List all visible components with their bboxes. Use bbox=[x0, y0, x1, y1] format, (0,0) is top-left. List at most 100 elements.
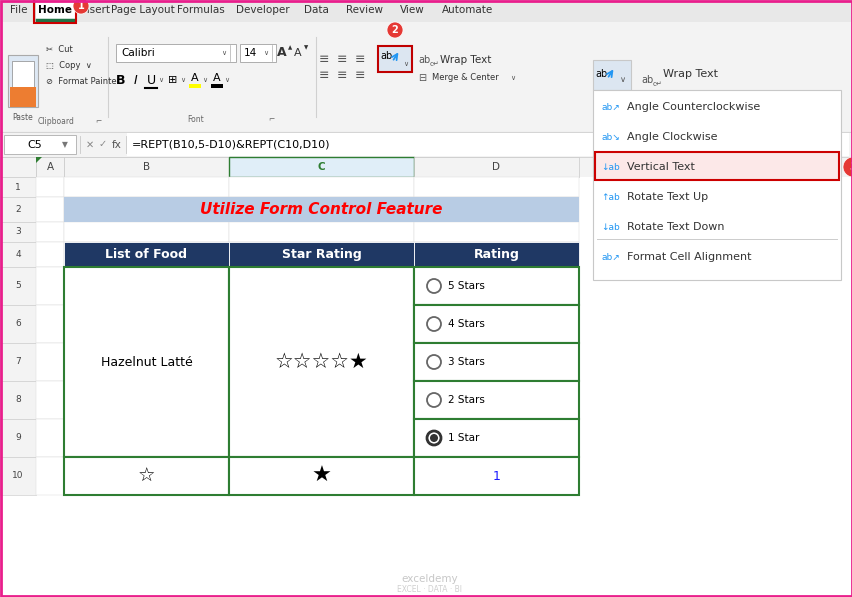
Text: ✂  Cut: ✂ Cut bbox=[46, 45, 72, 54]
Text: 1 Star: 1 Star bbox=[447, 433, 479, 443]
Bar bbox=[413, 242, 579, 267]
Text: Home: Home bbox=[38, 5, 72, 15]
Text: ∨: ∨ bbox=[224, 77, 229, 83]
Text: ≡: ≡ bbox=[354, 69, 365, 82]
Bar bbox=[0, 157, 36, 177]
Circle shape bbox=[73, 0, 89, 14]
Text: ∨: ∨ bbox=[509, 75, 515, 81]
Bar bbox=[64, 305, 228, 343]
Text: ∨: ∨ bbox=[202, 77, 207, 83]
Bar bbox=[0, 419, 36, 457]
Text: D: D bbox=[492, 162, 500, 172]
Text: Developer: Developer bbox=[236, 5, 290, 15]
Bar bbox=[413, 177, 579, 197]
Text: Clipboard: Clipboard bbox=[38, 118, 75, 127]
Text: ∨: ∨ bbox=[181, 77, 186, 83]
Text: Utilize Form Control Feature: Utilize Form Control Feature bbox=[200, 202, 442, 217]
Text: Vertical Text: Vertical Text bbox=[626, 162, 694, 172]
Text: C: C bbox=[317, 162, 325, 172]
Text: ▼: ▼ bbox=[62, 140, 68, 149]
Text: 3: 3 bbox=[15, 227, 20, 236]
Text: 8: 8 bbox=[15, 395, 20, 405]
Text: Angle Clockwise: Angle Clockwise bbox=[626, 132, 717, 142]
Text: ⊟: ⊟ bbox=[417, 73, 426, 83]
Text: A: A bbox=[213, 73, 221, 83]
Bar bbox=[228, 222, 413, 242]
Text: 2: 2 bbox=[15, 205, 20, 214]
Bar bbox=[0, 267, 36, 305]
Bar bbox=[228, 157, 413, 177]
Text: Rating: Rating bbox=[473, 248, 519, 261]
Bar bbox=[0, 343, 36, 381]
Bar bbox=[0, 242, 36, 267]
Bar bbox=[0, 305, 36, 343]
Text: Format Cell Alignment: Format Cell Alignment bbox=[626, 252, 751, 262]
Bar bbox=[10, 87, 36, 107]
Text: Paste: Paste bbox=[13, 113, 33, 122]
Bar bbox=[413, 343, 579, 381]
Bar bbox=[0, 0, 852, 22]
Text: ab: ab bbox=[417, 55, 429, 65]
Bar bbox=[413, 457, 579, 495]
Bar bbox=[36, 177, 64, 197]
Text: ab: ab bbox=[596, 69, 607, 79]
Text: ab: ab bbox=[381, 51, 393, 61]
Text: ≡: ≡ bbox=[354, 53, 365, 66]
Text: ≡: ≡ bbox=[337, 53, 347, 66]
Text: 4: 4 bbox=[15, 250, 20, 259]
Bar bbox=[228, 343, 413, 381]
Bar bbox=[64, 177, 228, 197]
Bar bbox=[592, 60, 630, 90]
Bar bbox=[189, 84, 201, 88]
Bar bbox=[64, 197, 228, 222]
Text: ⌐: ⌐ bbox=[268, 115, 273, 125]
Text: Angle Counterclockwise: Angle Counterclockwise bbox=[626, 102, 759, 112]
Text: Data: Data bbox=[303, 5, 328, 15]
Text: 1: 1 bbox=[78, 1, 84, 11]
Bar bbox=[64, 222, 228, 242]
Bar bbox=[228, 267, 413, 457]
Text: 6: 6 bbox=[15, 319, 20, 328]
Text: ↑ab: ↑ab bbox=[601, 192, 619, 202]
Text: View: View bbox=[399, 5, 424, 15]
Circle shape bbox=[427, 317, 440, 331]
Text: 3 Stars: 3 Stars bbox=[447, 357, 484, 367]
Bar bbox=[36, 157, 64, 177]
Text: ▼: ▼ bbox=[303, 45, 308, 51]
Bar bbox=[413, 267, 579, 305]
Text: Review: Review bbox=[346, 5, 383, 15]
Text: ≡: ≡ bbox=[319, 69, 329, 82]
Text: C5: C5 bbox=[27, 140, 43, 149]
Bar bbox=[413, 222, 579, 242]
Text: ∨: ∨ bbox=[158, 77, 164, 83]
Bar bbox=[0, 381, 36, 419]
Text: ▲: ▲ bbox=[287, 45, 291, 51]
Bar bbox=[413, 343, 579, 381]
Text: Calibri: Calibri bbox=[121, 48, 154, 58]
Bar bbox=[228, 419, 413, 457]
Text: fx: fx bbox=[112, 140, 122, 149]
Text: 7: 7 bbox=[15, 358, 20, 367]
Text: ↓ab: ↓ab bbox=[601, 162, 619, 171]
Text: Hazelnut Latté: Hazelnut Latté bbox=[101, 355, 193, 368]
Text: Star Rating: Star Rating bbox=[281, 248, 361, 261]
Bar bbox=[64, 457, 228, 495]
Bar bbox=[36, 222, 64, 242]
Bar bbox=[0, 132, 852, 157]
Bar bbox=[0, 177, 36, 197]
Text: B: B bbox=[116, 73, 125, 87]
Bar bbox=[413, 457, 579, 495]
Text: Wrap Text: Wrap Text bbox=[662, 69, 717, 79]
Bar bbox=[0, 457, 36, 495]
Bar bbox=[127, 133, 848, 156]
Text: ab↗: ab↗ bbox=[601, 103, 619, 112]
Text: ab: ab bbox=[640, 75, 653, 85]
Text: ✕: ✕ bbox=[86, 140, 94, 149]
Bar bbox=[64, 343, 228, 381]
Bar bbox=[0, 222, 36, 242]
Text: ⊘  Format Painter: ⊘ Format Painter bbox=[46, 78, 120, 87]
Text: File: File bbox=[10, 5, 28, 15]
Text: ∨: ∨ bbox=[403, 61, 408, 67]
Text: 5: 5 bbox=[15, 282, 20, 291]
Bar bbox=[413, 381, 579, 419]
